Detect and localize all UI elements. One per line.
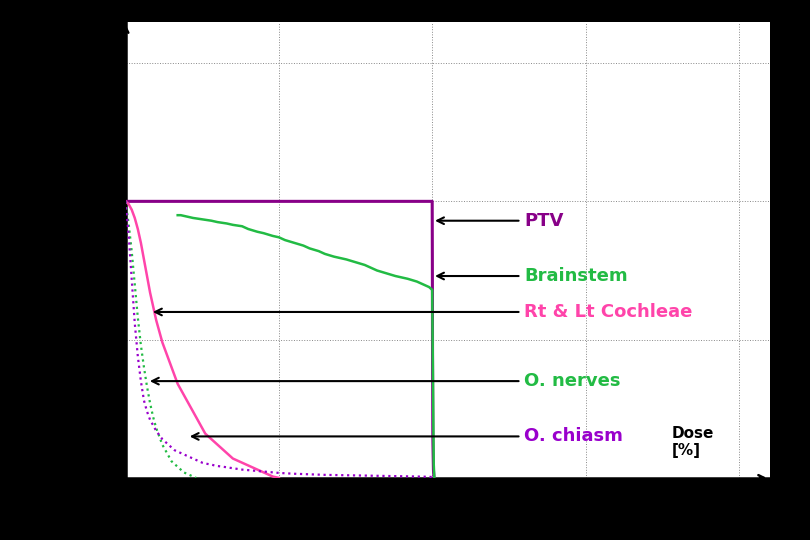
Text: PTV: PTV — [437, 212, 564, 230]
Text: O. chiasm: O. chiasm — [192, 428, 623, 445]
Text: Rt & Lt Cochleae: Rt & Lt Cochleae — [156, 303, 693, 321]
Text: O. nerves: O. nerves — [152, 372, 620, 390]
Text: 100.0 % = 1.80 Gy: 100.0 % = 1.80 Gy — [521, 515, 664, 529]
Y-axis label: Vol[%]: Vol[%] — [32, 0, 93, 17]
Text: Brainstem: Brainstem — [437, 267, 628, 285]
Text: Dose
[%]: Dose [%] — [671, 426, 714, 458]
